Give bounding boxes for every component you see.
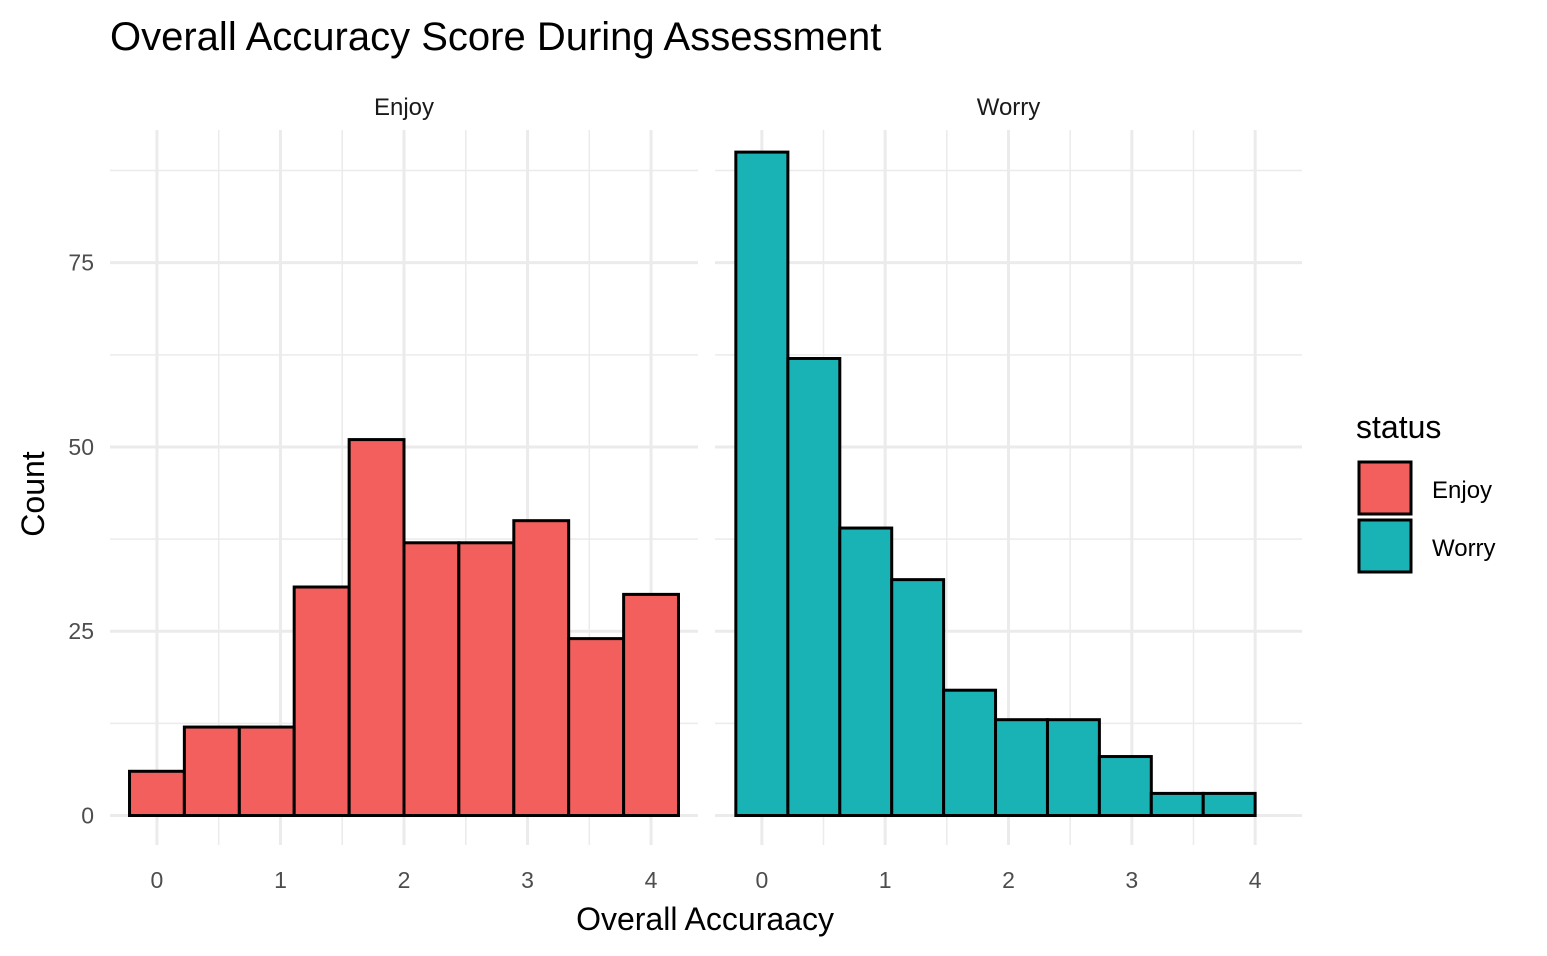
legend-label: Worry — [1432, 535, 1496, 562]
panel-worry: Worry 0 1 2 3 4 — [715, 94, 1302, 893]
x-tick-label: 2 — [398, 867, 411, 893]
histogram-bar — [734, 150, 790, 818]
histogram-bar — [890, 578, 946, 818]
strip-label: Worry — [977, 94, 1041, 121]
facet-panels: Enjoy 0 1 2 3 4 Worry 0 1 2 3 4 — [110, 94, 1302, 893]
x-tick-label: 1 — [274, 867, 287, 893]
legend-title: status — [1356, 409, 1441, 445]
y-axis-ticks: 0 25 50 75 — [68, 250, 94, 829]
strip-label: Enjoy — [374, 94, 434, 121]
histogram-bar — [402, 541, 461, 818]
histogram-bar — [292, 585, 351, 818]
legend-items: Enjoy Worry — [1357, 460, 1496, 574]
legend-swatch — [1357, 460, 1413, 516]
histogram-bar — [128, 769, 186, 818]
histogram-bar — [237, 725, 296, 818]
histogram-bar — [1201, 791, 1257, 818]
legend: status Enjoy Worry — [1356, 409, 1496, 574]
histogram-bar — [994, 718, 1049, 818]
x-axis-title: Overall Accuraacy — [576, 901, 834, 937]
x-axis-ticks: 0 1 2 3 4 — [755, 867, 1261, 893]
x-tick-label: 4 — [645, 867, 658, 893]
histogram-bar — [182, 725, 241, 818]
histogram-bar — [457, 541, 516, 818]
legend-item-worry: Worry — [1357, 518, 1496, 574]
y-tick-label: 50 — [68, 434, 94, 460]
histogram-bar — [1097, 755, 1153, 818]
x-tick-label: 0 — [151, 867, 164, 893]
x-tick-label: 4 — [1249, 867, 1262, 893]
legend-item-enjoy: Enjoy — [1357, 460, 1492, 516]
y-tick-label: 25 — [68, 618, 94, 644]
x-tick-label: 1 — [879, 867, 892, 893]
panel-enjoy: Enjoy 0 1 2 3 4 — [110, 94, 698, 893]
y-tick-label: 0 — [81, 803, 94, 829]
y-tick-label: 75 — [68, 250, 94, 276]
histogram-bar — [1149, 791, 1205, 818]
histogram-bar — [838, 526, 894, 818]
histogram-bar — [786, 357, 842, 818]
x-tick-label: 3 — [1125, 867, 1138, 893]
histogram-bar — [347, 438, 406, 818]
legend-swatch — [1357, 518, 1413, 574]
bars — [128, 438, 680, 818]
histogram-bar — [622, 592, 680, 818]
legend-label: Enjoy — [1432, 477, 1492, 504]
x-tick-label: 3 — [521, 867, 534, 893]
x-axis-ticks: 0 1 2 3 4 — [151, 867, 658, 893]
histogram-bar — [567, 637, 626, 818]
histogram-bar — [512, 519, 571, 818]
histogram-bar — [942, 688, 998, 818]
chart-title: Overall Accuracy Score During Assessment — [110, 15, 881, 59]
x-tick-label: 0 — [755, 867, 768, 893]
x-tick-label: 2 — [1002, 867, 1015, 893]
bars — [734, 150, 1257, 818]
y-axis-title: Count — [15, 451, 51, 537]
histogram-bar — [1045, 718, 1101, 818]
